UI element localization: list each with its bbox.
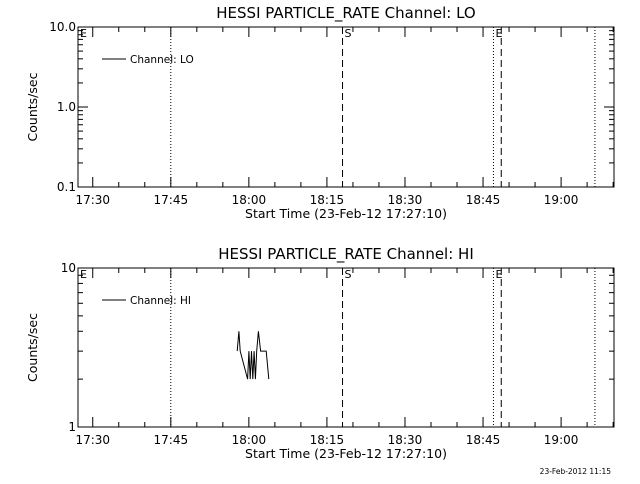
- legend-label: Channel: LO: [130, 54, 194, 66]
- chart-title: HESSI PARTICLE_RATE Channel: HI: [218, 245, 474, 264]
- event-marker-label: E: [80, 27, 87, 40]
- x-tick-label: 19:00: [544, 433, 579, 447]
- y-tick-label: 10: [61, 261, 76, 275]
- chart-title: HESSI PARTICLE_RATE Channel: LO: [216, 4, 475, 23]
- footer-timestamp: 23-Feb-2012 11:15: [540, 467, 612, 476]
- x-tick-label: 18:30: [388, 433, 423, 447]
- event-marker-label: E: [80, 268, 87, 281]
- x-tick-label: 17:30: [75, 193, 110, 207]
- event-marker-label: S: [345, 27, 352, 40]
- x-tick-label: 18:45: [466, 433, 501, 447]
- x-axis-label: Start Time (23-Feb-12 17:27:10): [245, 206, 447, 221]
- x-tick-label: 18:15: [310, 193, 345, 207]
- x-tick-label: 17:30: [75, 433, 110, 447]
- x-tick-label: 18:00: [232, 193, 267, 207]
- series-line: [236, 331, 270, 380]
- x-tick-label: 17:45: [154, 193, 189, 207]
- x-tick-label: 18:15: [310, 433, 345, 447]
- x-tick-label: 18:30: [388, 193, 423, 207]
- x-tick-label: 18:45: [466, 193, 501, 207]
- plot-frame: [77, 267, 615, 428]
- hi-channel-panel: HESSI PARTICLE_RATE Channel: HI 1 10 Counts…: [25, 245, 615, 461]
- y-tick-label: 10.0: [49, 20, 76, 34]
- plot-frame: [77, 26, 615, 188]
- x-tick-label: 19:00: [544, 193, 579, 207]
- x-tick-label: 17:45: [154, 433, 189, 447]
- event-marker-label: E: [495, 268, 502, 281]
- x-tick-label: 18:00: [232, 433, 267, 447]
- event-marker-label: S: [345, 268, 352, 281]
- y-axis-label: Counts/sec: [25, 313, 40, 382]
- event-marker-label: E: [495, 27, 502, 40]
- y-axis-label: Counts/sec: [25, 72, 40, 141]
- legend-label: Channel: HI: [130, 295, 191, 307]
- y-tick-label: 0.1: [57, 180, 76, 194]
- y-tick-label: 1: [68, 420, 76, 434]
- y-tick-label: 1.0: [57, 100, 76, 114]
- x-axis-label: Start Time (23-Feb-12 17:27:10): [245, 446, 447, 461]
- lo-channel-panel: HESSI PARTICLE_RATE Channel: LO 0.1 1.0 10.…: [25, 4, 615, 221]
